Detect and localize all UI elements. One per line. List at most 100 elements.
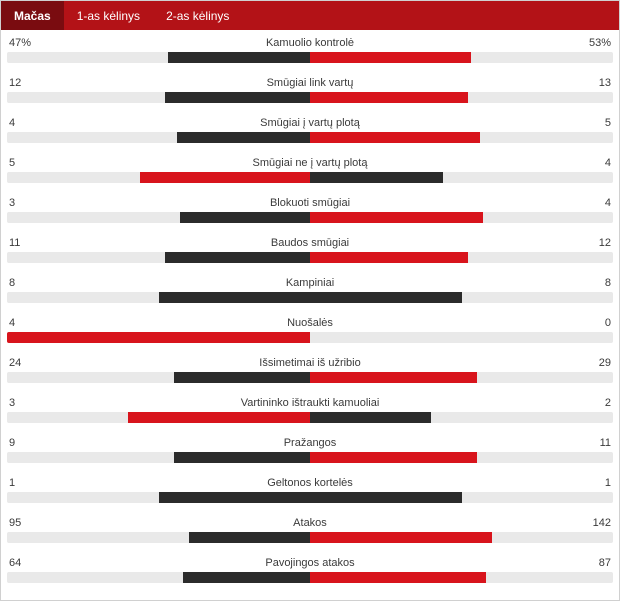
stat-away-value: 0 bbox=[605, 317, 611, 329]
stat-home-value: 11 bbox=[9, 237, 20, 249]
stat-home-value: 24 bbox=[9, 357, 21, 369]
stat-label: Išsimetimai iš užribio bbox=[7, 357, 613, 369]
stat-bar-away bbox=[310, 252, 468, 263]
stat-away-value: 53% bbox=[589, 37, 611, 49]
stat-bar-track bbox=[7, 412, 613, 423]
stat-home-value: 3 bbox=[9, 197, 15, 209]
match-stats-container: Mačas1-as kėlinys2-as kėlinys 47%Kamuoli… bbox=[0, 0, 620, 601]
tab-2[interactable]: 2-as kėlinys bbox=[153, 1, 242, 30]
stat-label: Smūgiai ne į vartų plotą bbox=[7, 157, 613, 169]
stat-away-value: 142 bbox=[593, 517, 611, 529]
stat-bar-home bbox=[177, 132, 310, 143]
stat-header: 4Nuošalės0 bbox=[7, 314, 613, 332]
stat-bar-track bbox=[7, 532, 613, 543]
stat-label: Smūgiai link vartų bbox=[7, 77, 613, 89]
stat-bar-away bbox=[310, 572, 486, 583]
stat-row: 5Smūgiai ne į vartų plotą4 bbox=[7, 154, 613, 190]
stat-header: 3Blokuoti smūgiai4 bbox=[7, 194, 613, 212]
stat-bar-home bbox=[159, 292, 311, 303]
stat-home-value: 95 bbox=[9, 517, 21, 529]
stat-bar-track bbox=[7, 52, 613, 63]
stat-bar-away bbox=[310, 412, 431, 423]
stat-home-value: 8 bbox=[9, 277, 15, 289]
stat-home-value: 3 bbox=[9, 397, 15, 409]
stat-away-value: 4 bbox=[605, 197, 611, 209]
stat-bar-home bbox=[189, 532, 310, 543]
stat-away-value: 29 bbox=[599, 357, 611, 369]
stat-row: 11Baudos smūgiai12 bbox=[7, 234, 613, 270]
stats-list: 47%Kamuolio kontrolė53% 12Smūgiai link va… bbox=[1, 30, 619, 600]
stat-label: Kampiniai bbox=[7, 277, 613, 289]
stat-bar-away bbox=[310, 372, 477, 383]
stat-header: 3Vartininko ištraukti kamuoliai2 bbox=[7, 394, 613, 412]
stat-bar-track bbox=[7, 132, 613, 143]
stat-label: Nuošalės bbox=[7, 317, 613, 329]
stat-header: 24Išsimetimai iš užribio29 bbox=[7, 354, 613, 372]
stat-header: 64Pavojingos atakos87 bbox=[7, 554, 613, 572]
stat-home-value: 47% bbox=[9, 37, 31, 49]
stat-bar-track bbox=[7, 92, 613, 103]
stat-row: 24Išsimetimai iš užribio29 bbox=[7, 354, 613, 390]
stat-row: 4Nuošalės0 bbox=[7, 314, 613, 350]
stat-away-value: 11 bbox=[600, 437, 611, 449]
stat-bar-home bbox=[128, 412, 310, 423]
stat-row: 47%Kamuolio kontrolė53% bbox=[7, 34, 613, 70]
stat-bar-away bbox=[310, 212, 483, 223]
stat-bar-track bbox=[7, 172, 613, 183]
stat-bar-track bbox=[7, 212, 613, 223]
stat-bar-home bbox=[165, 92, 310, 103]
stat-home-value: 64 bbox=[9, 557, 21, 569]
stat-bar-away bbox=[310, 532, 492, 543]
stat-away-value: 8 bbox=[605, 277, 611, 289]
stat-away-value: 87 bbox=[599, 557, 611, 569]
stat-bar-away bbox=[310, 92, 468, 103]
stat-row: 4Smūgiai į vartų plotą5 bbox=[7, 114, 613, 150]
stat-bar-away bbox=[310, 132, 480, 143]
stat-row: 8Kampiniai8 bbox=[7, 274, 613, 310]
stat-bar-home bbox=[159, 492, 311, 503]
stat-label: Pražangos bbox=[7, 437, 613, 449]
stat-bar-track bbox=[7, 372, 613, 383]
stat-bar-track bbox=[7, 572, 613, 583]
stat-home-value: 9 bbox=[9, 437, 15, 449]
stat-row: 9Pražangos11 bbox=[7, 434, 613, 470]
stat-bar-away bbox=[310, 292, 462, 303]
stat-header: 11Baudos smūgiai12 bbox=[7, 234, 613, 252]
stat-home-value: 4 bbox=[9, 117, 15, 129]
tab-0[interactable]: Mačas bbox=[1, 1, 64, 30]
stat-label: Smūgiai į vartų plotą bbox=[7, 117, 613, 129]
stat-home-value: 4 bbox=[9, 317, 15, 329]
stat-label: Atakos bbox=[7, 517, 613, 529]
stat-header: 1Geltonos kortelės1 bbox=[7, 474, 613, 492]
stat-home-value: 5 bbox=[9, 157, 15, 169]
stat-home-value: 12 bbox=[9, 77, 21, 89]
stat-bar-track bbox=[7, 492, 613, 503]
stat-away-value: 1 bbox=[605, 477, 611, 489]
stat-header: 4Smūgiai į vartų plotą5 bbox=[7, 114, 613, 132]
stat-away-value: 13 bbox=[599, 77, 611, 89]
stat-bar-away bbox=[310, 52, 471, 63]
stat-bar-home bbox=[168, 52, 310, 63]
stat-away-value: 5 bbox=[605, 117, 611, 129]
stat-row: 3Vartininko ištraukti kamuoliai2 bbox=[7, 394, 613, 430]
stat-label: Pavojingos atakos bbox=[7, 557, 613, 569]
tabs-bar: Mačas1-as kėlinys2-as kėlinys bbox=[1, 1, 619, 30]
stat-bar-track bbox=[7, 292, 613, 303]
stat-row: 64Pavojingos atakos87 bbox=[7, 554, 613, 590]
stat-row: 3Blokuoti smūgiai4 bbox=[7, 194, 613, 230]
stat-header: 8Kampiniai8 bbox=[7, 274, 613, 292]
stat-bar-home bbox=[140, 172, 310, 183]
stat-row: 1Geltonos kortelės1 bbox=[7, 474, 613, 510]
tab-1[interactable]: 1-as kėlinys bbox=[64, 1, 153, 30]
stat-bar-away bbox=[310, 452, 477, 463]
stat-bar-home bbox=[174, 372, 310, 383]
stat-bar-track bbox=[7, 452, 613, 463]
stat-header: 47%Kamuolio kontrolė53% bbox=[7, 34, 613, 52]
stat-label: Blokuoti smūgiai bbox=[7, 197, 613, 209]
stat-header: 95Atakos142 bbox=[7, 514, 613, 532]
stat-bar-home bbox=[7, 332, 310, 343]
stat-header: 5Smūgiai ne į vartų plotą4 bbox=[7, 154, 613, 172]
stat-bar-home bbox=[165, 252, 310, 263]
stat-bar-away bbox=[310, 172, 443, 183]
stat-header: 9Pražangos11 bbox=[7, 434, 613, 452]
